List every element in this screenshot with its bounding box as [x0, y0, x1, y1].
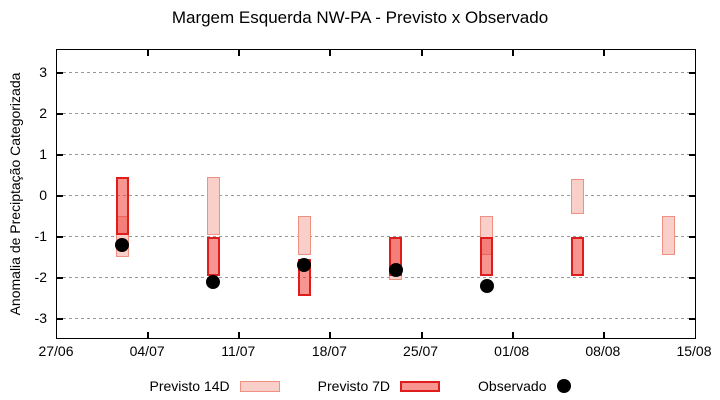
y-tick-mark — [57, 235, 63, 238]
forecast-7d-bar — [480, 236, 494, 276]
gridline — [57, 277, 695, 279]
legend-observed-dot-icon — [556, 379, 571, 393]
forecast-14d-bar — [297, 216, 311, 256]
gridline — [57, 113, 695, 115]
legend-swatch-7d-icon — [400, 380, 441, 392]
forecast-7d-bar — [115, 177, 129, 235]
y-tick-mark — [57, 112, 63, 115]
x-tick-label: 11/07 — [221, 343, 256, 359]
y-tick-mark — [689, 153, 695, 156]
y-tick-mark — [689, 112, 695, 115]
legend: Previsto 14D Previsto 7D Observado — [0, 376, 720, 396]
gridline — [57, 72, 695, 74]
x-tick-mark — [329, 50, 332, 56]
forecast-7d-bar — [571, 236, 585, 276]
observed-point — [115, 237, 130, 252]
y-tick-mark — [57, 71, 63, 74]
observed-point — [206, 274, 221, 289]
legend-item-observado: Observado — [478, 378, 571, 394]
x-tick-label: 15/08 — [676, 343, 712, 359]
x-tick-mark — [420, 332, 423, 338]
legend-label-previsto-14d: Previsto 14D — [149, 378, 230, 394]
x-tick-mark — [511, 50, 514, 56]
forecast-14d-bar — [571, 179, 585, 215]
x-tick-label: 18/07 — [311, 343, 347, 359]
x-tick-label: 01/08 — [494, 343, 530, 359]
x-tick-mark — [147, 50, 150, 56]
legend-item-previsto-7d: Previsto 7D — [317, 378, 441, 394]
plot-area — [56, 49, 696, 339]
legend-item-previsto-14d: Previsto 14D — [150, 378, 280, 394]
legend-swatch-14d-icon — [239, 380, 280, 392]
y-tick-mark — [57, 317, 63, 320]
x-tick-mark — [602, 50, 605, 56]
y-tick-mark — [57, 153, 63, 156]
x-tick-label: 25/07 — [403, 343, 439, 359]
x-tick-mark — [238, 332, 241, 338]
y-tick-mark — [57, 276, 63, 279]
y-tick-mark — [689, 276, 695, 279]
x-tick-mark — [511, 332, 514, 338]
x-tick-mark — [420, 50, 423, 56]
legend-label-observado: Observado — [478, 378, 547, 394]
observed-point — [297, 258, 312, 273]
x-tick-label: 08/08 — [585, 343, 621, 359]
y-tick-mark — [689, 71, 695, 74]
observed-point — [479, 278, 494, 293]
gridline — [57, 236, 695, 238]
x-tick-mark — [602, 332, 605, 338]
gridline — [57, 195, 695, 197]
forecast-14d-bar — [662, 216, 676, 256]
y-axis-title: Anomalia de Preciptação Categorizada — [7, 72, 23, 316]
y-tick-mark — [689, 194, 695, 197]
x-tick-mark — [329, 332, 332, 338]
y-tick-mark — [689, 317, 695, 320]
x-tick-mark — [238, 50, 241, 56]
gridline — [57, 318, 695, 320]
gridline — [57, 154, 695, 156]
y-tick-mark — [57, 194, 63, 197]
x-tick-mark — [147, 332, 150, 338]
x-tick-label: 04/07 — [129, 343, 165, 359]
x-tick-label: 27/06 — [38, 343, 74, 359]
chart-title: Margem Esquerda NW-PA - Previsto x Obser… — [171, 8, 549, 27]
observed-point — [388, 262, 403, 277]
forecast-7d-bar — [206, 236, 220, 276]
forecast-14d-bar — [206, 177, 220, 235]
y-tick-mark — [689, 235, 695, 238]
legend-label-previsto-7d: Previsto 7D — [317, 378, 391, 394]
